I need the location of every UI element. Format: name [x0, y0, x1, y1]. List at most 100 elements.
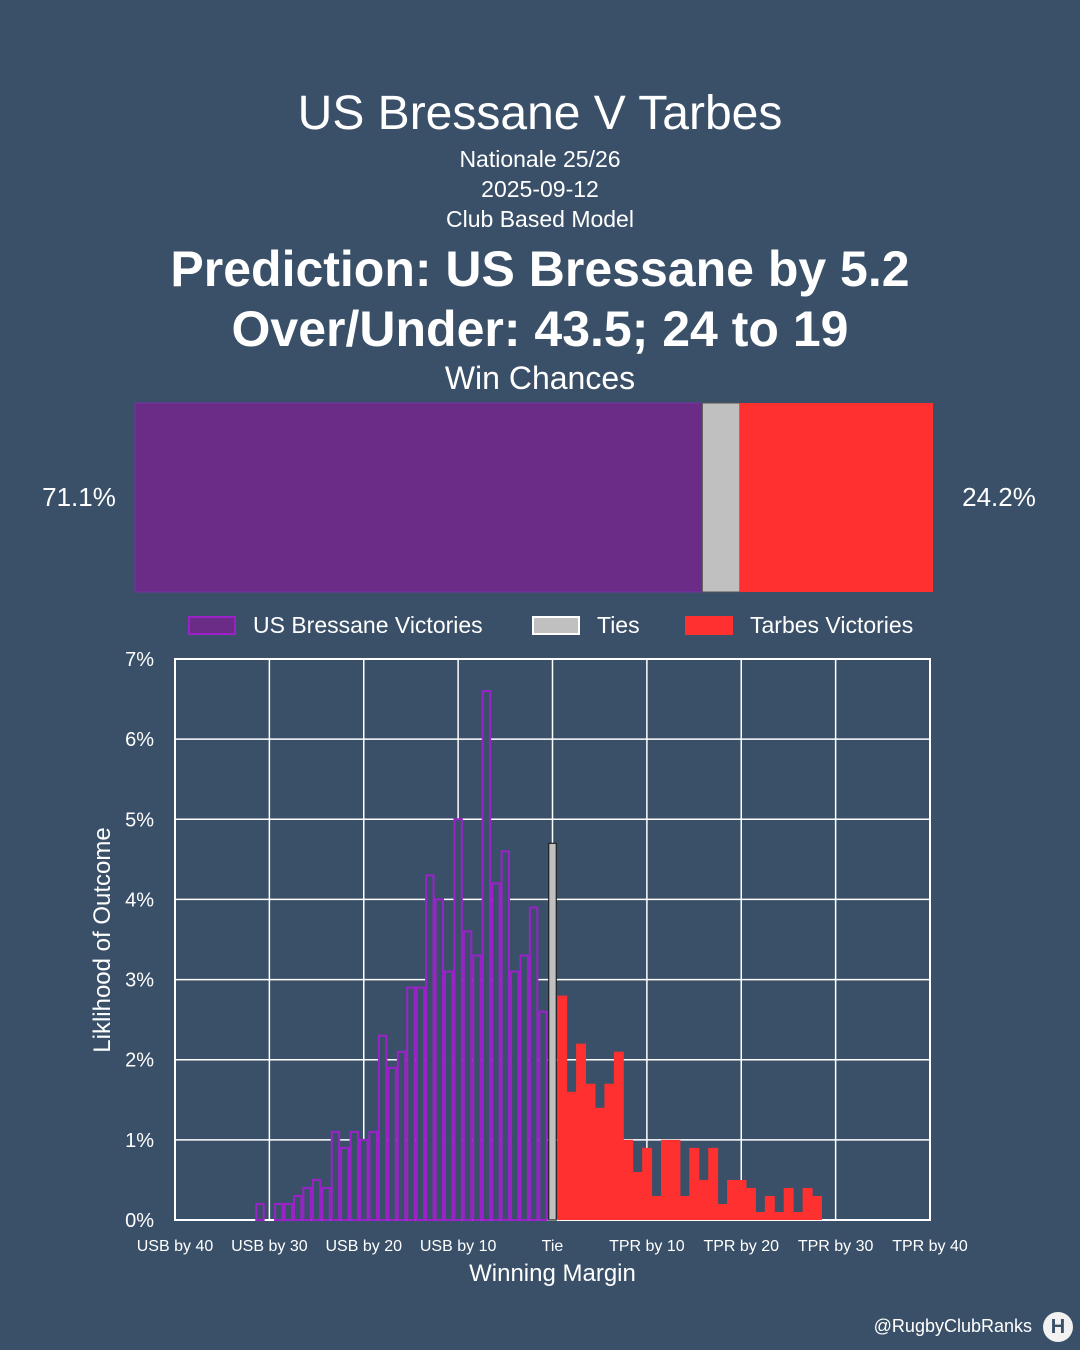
bar — [661, 1139, 671, 1220]
bar — [330, 1130, 341, 1222]
bar — [311, 1178, 322, 1222]
x-tick-label: TPR by 10 — [609, 1238, 685, 1255]
legend-label: Ties — [597, 612, 640, 638]
y-tick-label: 3% — [125, 970, 154, 992]
bar — [727, 1179, 738, 1220]
bar — [359, 1138, 369, 1222]
bar — [396, 1050, 407, 1221]
bar — [340, 1146, 350, 1222]
bar — [717, 1203, 728, 1220]
x-axis-label: Winning Margin — [469, 1260, 636, 1287]
bar — [802, 1187, 813, 1220]
win-chances-title: Win Chances — [444, 360, 636, 396]
bar — [642, 1147, 653, 1220]
bar — [368, 1130, 378, 1222]
twitter-handle: @RugbyClubRanks — [873, 1316, 1032, 1336]
bar — [604, 1083, 615, 1220]
home-win-segment — [134, 402, 703, 593]
bar — [462, 930, 473, 1221]
bar — [812, 1195, 822, 1220]
bar — [453, 818, 463, 1221]
margin-histogram: 0% 1% 2% 3% 4% 5% 6% 7% USB by 40 USB by 30 USB by… — [89, 649, 968, 1287]
bar — [736, 1179, 747, 1220]
bar — [302, 1186, 312, 1222]
bar — [548, 842, 557, 1221]
legend-swatch — [532, 616, 580, 635]
legend-swatch — [685, 616, 733, 635]
legend-item: Tarbes Victories — [685, 612, 913, 638]
x-tick-label: TPR by 20 — [703, 1238, 779, 1255]
y-tick-label: 0% — [125, 1210, 154, 1232]
legend: US Bressane Victories Ties Tarbes Victorie… — [188, 612, 913, 638]
y-tick-label: 7% — [125, 649, 154, 671]
prediction-text: Prediction: US Bressane by 5.2 — [170, 241, 910, 297]
bar — [491, 882, 501, 1222]
y-axis-label: Liklihood of Outcome — [89, 827, 116, 1052]
win-chances-bar — [134, 402, 933, 593]
legend-label: US Bressane Victories — [253, 612, 483, 638]
rugby-posts-logo-icon: H — [1043, 1312, 1073, 1342]
away-win-percent: 24.2% — [962, 482, 1036, 512]
away-win-segment — [739, 403, 933, 592]
bar — [651, 1195, 662, 1220]
bar — [255, 1202, 265, 1222]
x-tick-label: USB by 10 — [420, 1238, 497, 1255]
y-tick-label: 4% — [125, 889, 154, 911]
legend-label: Tarbes Victories — [750, 612, 913, 638]
bar — [528, 906, 539, 1221]
over-under-text: Over/Under: 43.5; 24 to 19 — [231, 301, 849, 357]
bar — [349, 1130, 360, 1222]
legend-swatch — [188, 616, 236, 635]
match-date: 2025-09-12 — [481, 176, 599, 202]
legend-item: US Bressane Victories — [188, 612, 483, 638]
competition-label: Nationale 25/26 — [459, 146, 621, 172]
bar — [623, 1139, 634, 1220]
bar — [793, 1211, 804, 1220]
legend-item: Ties — [532, 612, 640, 638]
bar — [708, 1147, 719, 1220]
x-tick-label: USB by 40 — [137, 1238, 214, 1255]
bar — [321, 1186, 331, 1222]
bar — [670, 1139, 681, 1220]
tie-segment — [701, 402, 741, 593]
home-win-percent: 71.1% — [42, 482, 116, 512]
bar — [387, 1066, 397, 1221]
bar — [283, 1202, 293, 1222]
bar — [510, 970, 520, 1221]
x-tick-label: USB by 20 — [326, 1238, 403, 1255]
y-tick-label: 6% — [125, 729, 154, 751]
bar — [594, 1107, 605, 1220]
bar — [434, 898, 444, 1222]
bar — [472, 954, 482, 1221]
bar — [632, 1171, 643, 1220]
model-label: Club Based Model — [446, 206, 634, 232]
x-tick-label: TPR by 30 — [798, 1238, 874, 1255]
y-tick-label: 2% — [125, 1050, 154, 1072]
bar — [415, 986, 426, 1221]
bar — [774, 1211, 785, 1220]
x-tick-label: Tie — [542, 1238, 564, 1255]
bar — [406, 986, 416, 1221]
y-tick-label: 1% — [125, 1130, 154, 1152]
bar — [585, 1083, 596, 1220]
bar — [519, 954, 529, 1221]
x-tick-label: TPR by 40 — [892, 1238, 968, 1255]
bar — [377, 1034, 388, 1221]
bar — [783, 1187, 794, 1220]
bar — [755, 1211, 766, 1220]
bar — [481, 690, 492, 1221]
bar — [557, 995, 568, 1220]
bar — [500, 850, 511, 1221]
bar — [443, 970, 454, 1221]
bar — [292, 1194, 303, 1222]
bar — [689, 1147, 700, 1220]
bar — [698, 1179, 709, 1220]
bar — [613, 1051, 624, 1220]
bar — [679, 1195, 690, 1220]
bar — [566, 1091, 577, 1220]
x-tick-label: USB by 30 — [231, 1238, 308, 1255]
bar — [425, 874, 435, 1222]
bar — [576, 1043, 587, 1220]
bar — [538, 1010, 548, 1222]
